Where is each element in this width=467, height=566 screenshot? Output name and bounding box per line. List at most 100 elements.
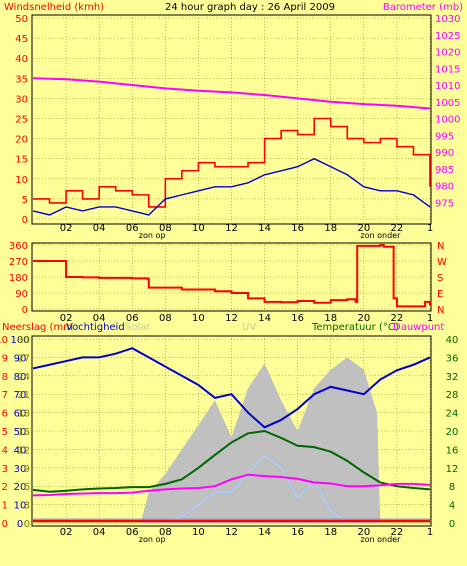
barometer-axis-title: Barometer (mb) (383, 2, 463, 13)
direction-tick-label: 180 (9, 273, 28, 284)
wind-tick-label: 30 (15, 94, 28, 105)
solar-area (140, 357, 381, 523)
temperature-tick-label: 32 (446, 372, 459, 383)
dewpoint-line (32, 473, 431, 497)
x-tick-label: 20 (357, 313, 370, 324)
temperature-line (32, 429, 431, 493)
wind-tick-label: 40 (15, 54, 28, 65)
solar-tick-label: 30 (17, 335, 30, 346)
compass-tick-label: N (437, 305, 444, 316)
humidity-tick-label: 90 (14, 353, 27, 364)
x-tick-label: 08 (159, 313, 172, 324)
barometer-tick-label: 985 (435, 165, 454, 176)
x-tick-label: 22 (391, 313, 404, 324)
barometer-tick-label: 1020 (435, 48, 460, 59)
x-tick-label: 10 (192, 313, 205, 324)
humidity-tick-label: 100 (10, 335, 29, 346)
rain-tick-label: 8 (2, 372, 8, 383)
x-tick-label: 12 (225, 313, 238, 324)
x-tick-label: 1 (427, 527, 433, 538)
x-tick-label: 12 (225, 223, 238, 234)
solar-tick-label: 0 (24, 519, 30, 530)
x-tick-label: 04 (93, 313, 106, 324)
barometer-tick-label: 1015 (435, 64, 460, 75)
humidity-tick-label: 30 (14, 464, 27, 475)
humidity-tick-label: 80 (14, 372, 27, 383)
barometer-tick-label: 990 (435, 148, 454, 159)
x-tick-label: 04 (93, 527, 106, 538)
temperature-tick-label: 4 (449, 501, 455, 512)
wind-tick-label: 20 (15, 135, 28, 146)
sunset-label: zon onder (360, 231, 401, 240)
barometer-tick-label: 995 (435, 131, 454, 142)
rain-tick-label: 1 (2, 501, 8, 512)
rain-tick-label: 3 (2, 464, 8, 475)
wind-tick-label: 15 (15, 155, 28, 166)
barometer-tick-label: 975 (435, 198, 454, 209)
humidity-tick-label: 10 (14, 501, 27, 512)
temperature-tick-label: 24 (446, 409, 459, 420)
x-tick-label: 08 (159, 527, 172, 538)
rain-tick-label: 2 (2, 482, 8, 493)
barometer-tick-label: 1030 (435, 14, 460, 25)
solar-tick-label: 24 (17, 372, 30, 383)
x-tick-label: 06 (126, 527, 139, 538)
dewpoint-axis-title: Dauwpunt (393, 322, 444, 333)
solar-tick-label: 21 (17, 390, 30, 401)
sunrise-label: zon op (139, 535, 166, 544)
x-tick-label: 18 (324, 313, 337, 324)
sunrise-label: zon op (139, 231, 166, 240)
solar-tick-label: 27 (17, 353, 30, 364)
uv-line (156, 454, 348, 524)
chart-title: 24 hour graph day : 26 April 2009 (165, 2, 335, 13)
wind-direction-line (33, 244, 431, 308)
barometer-tick-label: 1000 (435, 115, 460, 126)
wind-tick-label: 10 (15, 175, 28, 186)
uv-axis-title: UV (242, 322, 256, 333)
barometer-tick-label: 1010 (435, 81, 460, 92)
humidity-tick-label: 0 (17, 519, 23, 530)
x-tick-label: 08 (159, 223, 172, 234)
compass-tick-label: S (437, 273, 443, 284)
wind-panel-frame (31, 14, 432, 225)
climate-panel-frame (31, 335, 432, 527)
x-tick-label: 06 (126, 223, 139, 234)
x-tick-label: 10 (192, 223, 205, 234)
humidity-tick-label: 70 (14, 390, 27, 401)
temperature-tick-label: 8 (449, 482, 455, 493)
temperature-tick-label: 36 (446, 353, 459, 364)
compass-tick-label: N (437, 241, 444, 252)
temperature-tick-label: 12 (446, 464, 459, 475)
x-tick-label: 14 (258, 223, 271, 234)
solar-tick-label: 6 (24, 482, 30, 493)
solar-tick-label: 12 (17, 445, 30, 456)
x-tick-label: 22 (391, 527, 404, 538)
compass-tick-label: E (437, 289, 443, 300)
wind-axis-title: Windsnelheid (kmh) (4, 2, 104, 13)
barometer-tick-label: 1025 (435, 31, 460, 42)
wind-tick-label: 35 (15, 74, 28, 85)
barometer-tick-label: 980 (435, 182, 454, 193)
x-tick-label: 04 (93, 223, 106, 234)
x-tick-label: 14 (258, 313, 271, 324)
temperature-tick-label: 0 (449, 519, 455, 530)
barometer-tick-label: 1005 (435, 98, 460, 109)
temperature-tick-label: 28 (446, 390, 459, 401)
rain-tick-label: 6 (2, 409, 8, 420)
wind-tick-label: 25 (15, 115, 28, 126)
humidity-line (32, 347, 431, 429)
rain-tick-label: 0 (2, 519, 8, 530)
rain-tick-label: 5 (2, 427, 8, 438)
direction-tick-label: 0 (22, 305, 28, 316)
x-tick-label: 12 (225, 527, 238, 538)
x-tick-label: 1 (427, 223, 433, 234)
x-tick-label: 02 (60, 527, 73, 538)
sunset-label: zon onder (360, 535, 401, 544)
x-tick-label: 06 (126, 313, 139, 324)
wind-tick-label: 45 (15, 34, 28, 45)
x-tick-label: 1 (427, 313, 433, 324)
temperature-tick-label: 16 (446, 445, 459, 456)
wind-tick-label: 50 (15, 14, 28, 25)
x-tick-label: 10 (192, 527, 205, 538)
